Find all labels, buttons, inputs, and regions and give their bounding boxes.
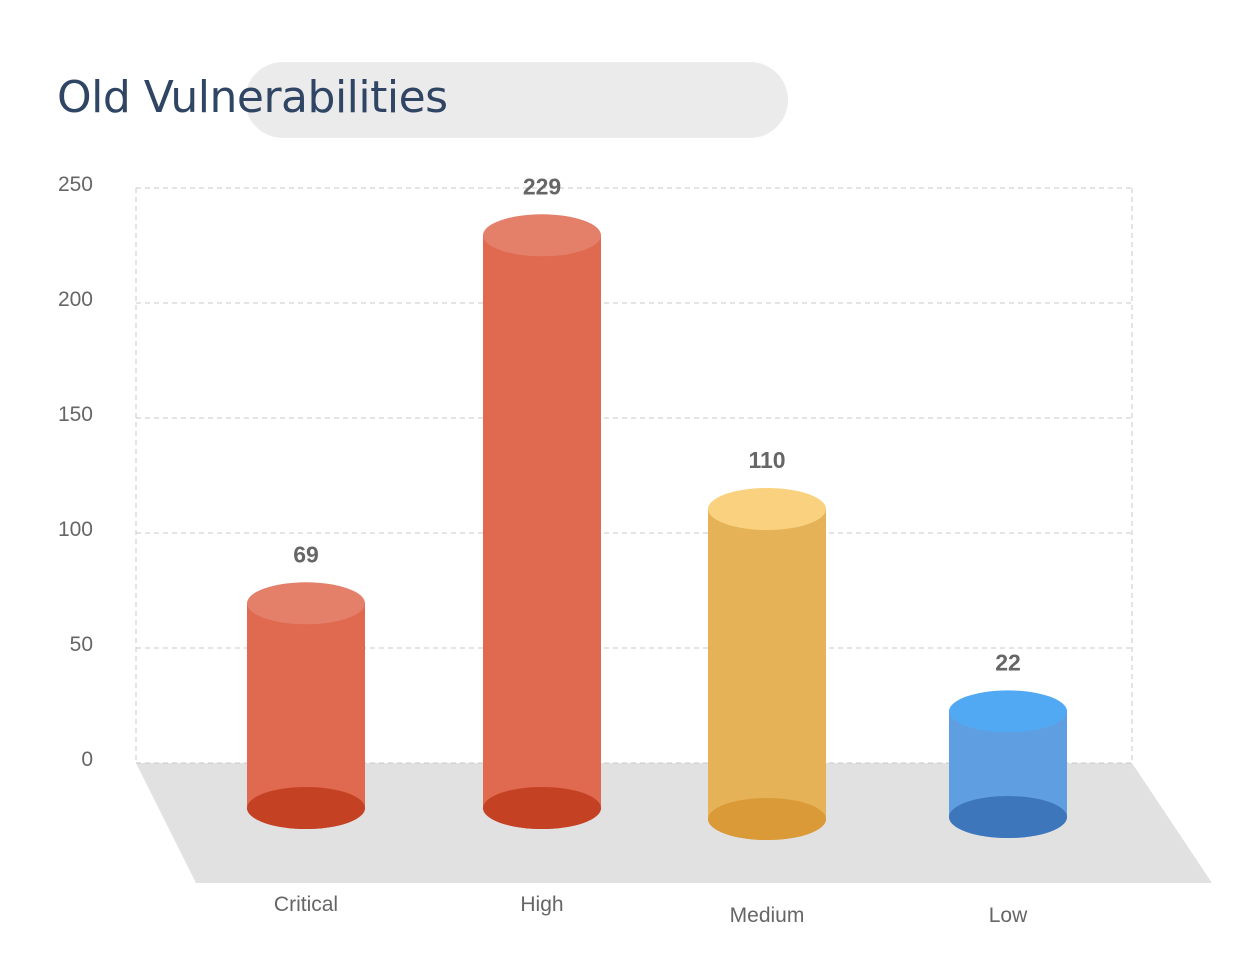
y-tick-label-50: 50 (70, 633, 93, 656)
title-pill-background (245, 62, 788, 138)
bar-low-top (949, 690, 1067, 733)
category-label-high: High (520, 893, 563, 916)
bar-medium-body (708, 509, 826, 819)
bar-high-body (483, 235, 601, 809)
y-tick-label-200: 200 (58, 288, 93, 311)
bar-medium-base-cap (708, 798, 826, 840)
bar-critical-top (247, 582, 365, 625)
labels: 69 Critical 229 High 110 Medium 22 Low (274, 173, 1028, 927)
y-axis: 0 50 100 150 200 250 (58, 173, 93, 771)
y-tick-label-250: 250 (58, 173, 93, 196)
bar-medium-top (708, 488, 826, 530)
bar-high (483, 214, 601, 829)
bars (247, 214, 1067, 840)
value-label-low: 22 (995, 649, 1021, 675)
category-label-low: Low (989, 904, 1028, 927)
category-label-medium: Medium (730, 904, 805, 927)
bar-low (949, 690, 1067, 838)
bar-medium (708, 488, 826, 840)
value-label-critical: 69 (293, 541, 319, 567)
value-label-high: 229 (523, 173, 561, 199)
bar-critical-body (247, 603, 365, 808)
y-tick-label-150: 150 (58, 403, 93, 426)
bar-critical (247, 582, 365, 829)
value-label-medium: 110 (748, 447, 785, 473)
bar-high-base-cap (483, 787, 601, 829)
chart-title: Old Vulnerabilities (57, 72, 448, 123)
bar-low-base-cap (949, 796, 1067, 838)
y-tick-label-100: 100 (58, 518, 93, 541)
bar-critical-base-cap (247, 787, 365, 829)
bar-high-top (483, 214, 601, 257)
chart-floor (136, 763, 1212, 883)
y-tick-label-0: 0 (81, 748, 93, 771)
floor-plane (136, 763, 1212, 883)
category-label-critical: Critical (274, 893, 338, 916)
